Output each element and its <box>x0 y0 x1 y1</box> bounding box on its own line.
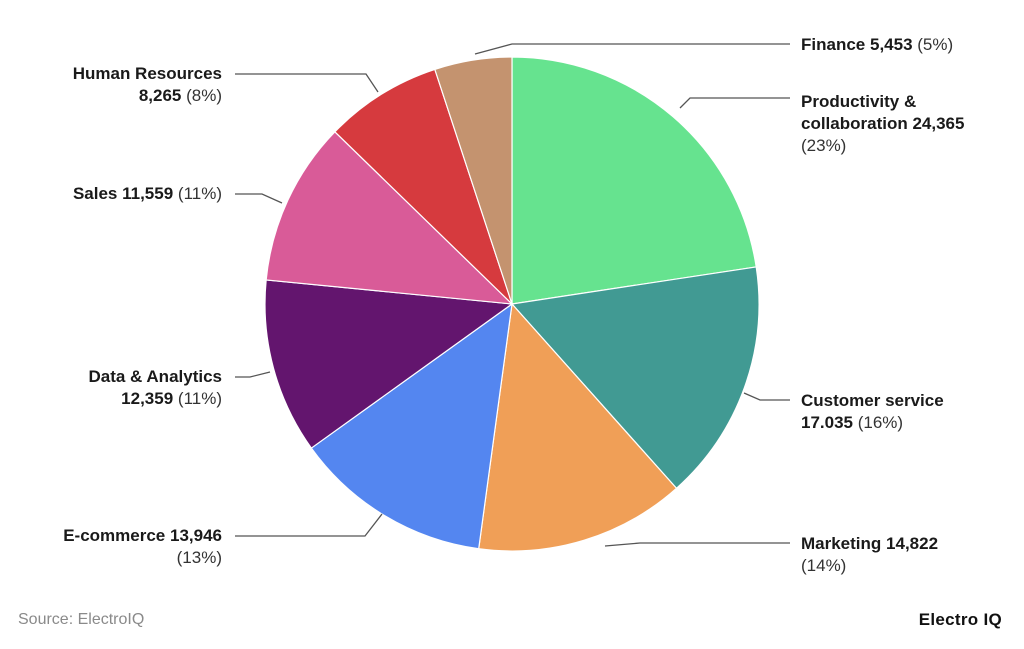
leader-line-human-resources <box>235 73 379 93</box>
slice-label-human-resources: Human Resources 8,265 (8%) <box>73 64 222 105</box>
slice-label-customer-service: Customer service 17.035 (16%) <box>801 391 944 432</box>
leader-line-data-and-analytics <box>235 371 271 378</box>
pie-slice-data-and-analytics <box>264 279 514 449</box>
leader-line-customer-service <box>743 392 790 401</box>
brand-logo: Electro IQ <box>918 610 1002 629</box>
slice-label-sales: Sales 11,559 (11%) <box>73 184 222 203</box>
leader-line-finance <box>474 43 790 55</box>
leader-line-marketing <box>604 542 790 547</box>
pie-slice-marketing <box>478 302 678 552</box>
pie-slice-customer-service <box>510 266 760 490</box>
source-note: Source: ElectroIQ <box>18 611 145 628</box>
pie-wedges <box>264 56 760 552</box>
pie-slice-productivity-and-collaboration <box>511 56 757 305</box>
leader-line-sales <box>235 193 283 204</box>
slice-label-marketing: Marketing 14,822 (14%) <box>801 534 938 575</box>
slice-label-finance: Finance 5,453 (5%) <box>801 35 953 54</box>
pie-slice-human-resources <box>334 68 513 305</box>
pie-slice-e-commerce <box>310 302 513 550</box>
slice-label-productivity-and-collaboration: Productivity & collaboration 24,365 (23%) <box>801 92 964 155</box>
slice-label-data-and-analytics: Data & Analytics 12,359 (11%) <box>88 367 222 408</box>
leader-line-e-commerce <box>235 513 383 537</box>
slice-label-e-commerce: E-commerce 13,946 (13%) <box>63 526 222 567</box>
pie-slice-finance <box>434 56 513 305</box>
pie-chart: Productivity & collaboration 24,365 (23%) C… <box>63 35 964 575</box>
leader-line-productivity-and-collaboration <box>679 97 790 109</box>
pie-slice-sales <box>265 130 514 305</box>
